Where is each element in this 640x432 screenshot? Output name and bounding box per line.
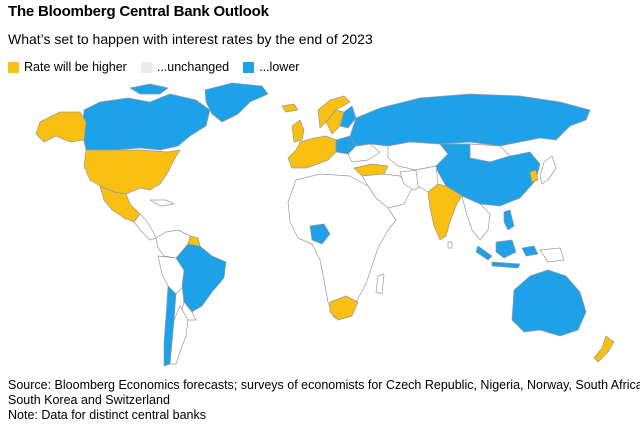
country-cuba (149, 199, 175, 207)
legend: Rate will be higher ...unchanged ...lowe… (8, 60, 313, 74)
country-china (435, 143, 541, 207)
country-finland (339, 105, 357, 129)
country-usa (83, 149, 181, 195)
country-japan (539, 155, 557, 185)
country-uk (291, 119, 305, 143)
country-philippines (503, 209, 515, 231)
country-madagascar (375, 273, 385, 295)
country-nigeria (309, 223, 331, 245)
chart-subtitle: What’s set to happen with interest rates… (8, 31, 373, 47)
world-map (35, 82, 615, 367)
legend-label-lower: ...lower (259, 60, 300, 74)
country-russia (349, 93, 591, 147)
legend-swatch-lower (243, 61, 255, 73)
country-greenland (204, 82, 269, 123)
source-line-1: Source: Bloomberg Economics forecasts; s… (8, 378, 640, 392)
country-indonesia-east (521, 245, 539, 257)
legend-item-higher: Rate will be higher (8, 60, 127, 74)
region-southeast-asia (461, 195, 491, 241)
country-usa-alaska (35, 111, 87, 143)
legend-swatch-higher (8, 61, 19, 73)
country-south-korea (529, 169, 539, 183)
source-line-2: South Korea and Switzerland (8, 393, 170, 407)
region-central-america (133, 213, 157, 241)
region-euro-area (287, 135, 337, 169)
country-brazil (175, 243, 227, 313)
chart-title: The Bloomberg Central Bank Outlook (8, 3, 269, 20)
legend-item-lower: ...lower (243, 60, 299, 74)
legend-label-higher: Rate will be higher (24, 60, 127, 74)
country-australia (511, 269, 587, 337)
chart-footer: Source: Bloomberg Economics forecasts; s… (8, 378, 640, 423)
country-indonesia-sumatra (475, 245, 493, 261)
note-line: Note: Data for distinct central banks (8, 408, 207, 422)
legend-swatch-unchanged (140, 61, 152, 73)
country-iceland (281, 103, 299, 113)
country-south-africa (329, 295, 359, 321)
country-new-zealand (593, 335, 615, 363)
country-sri-lanka (447, 241, 453, 249)
region-africa (287, 173, 397, 319)
country-chile (163, 285, 177, 367)
country-indonesia-borneo-java (491, 239, 521, 269)
country-turkey (353, 163, 389, 177)
country-canada (81, 93, 211, 151)
legend-label-unchanged: ...unchanged (156, 60, 230, 74)
country-papua-new-guinea (539, 247, 565, 263)
country-india (427, 183, 463, 241)
country-canada-arctic-islands (129, 83, 169, 95)
legend-item-unchanged: ...unchanged (140, 60, 230, 74)
